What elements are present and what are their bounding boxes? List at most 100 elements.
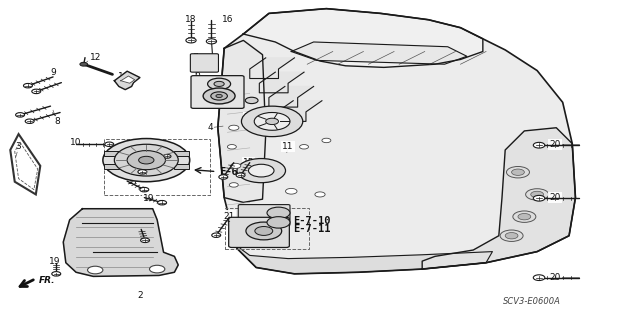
Polygon shape (422, 128, 575, 269)
Text: 6: 6 (195, 70, 200, 79)
Circle shape (315, 192, 325, 197)
FancyBboxPatch shape (238, 204, 290, 226)
Circle shape (203, 88, 235, 104)
Circle shape (105, 142, 114, 146)
Circle shape (214, 81, 224, 86)
Circle shape (15, 113, 24, 117)
Text: SCV3-E0600A: SCV3-E0600A (503, 297, 561, 306)
FancyBboxPatch shape (228, 217, 289, 248)
Circle shape (212, 233, 221, 237)
Circle shape (80, 62, 88, 66)
Text: 5: 5 (197, 85, 203, 94)
Circle shape (533, 142, 545, 148)
Text: 19: 19 (143, 223, 155, 232)
Circle shape (237, 159, 285, 183)
Circle shape (254, 113, 290, 130)
Polygon shape (218, 41, 266, 202)
Circle shape (103, 138, 189, 182)
Circle shape (300, 145, 308, 149)
Text: 14: 14 (147, 145, 158, 154)
Text: 20: 20 (549, 193, 561, 202)
Circle shape (505, 233, 518, 239)
Text: 1: 1 (118, 72, 124, 81)
Polygon shape (121, 76, 135, 83)
FancyBboxPatch shape (191, 76, 244, 108)
Bar (173, 151, 189, 156)
Circle shape (25, 119, 34, 123)
Circle shape (531, 191, 543, 197)
Circle shape (533, 275, 545, 280)
Circle shape (255, 226, 273, 235)
Circle shape (211, 92, 227, 100)
Text: 12: 12 (90, 53, 101, 62)
Circle shape (230, 163, 241, 168)
Text: 9: 9 (50, 68, 56, 77)
Circle shape (127, 151, 166, 170)
Circle shape (267, 207, 290, 219)
Circle shape (229, 183, 238, 187)
Text: E-7-11: E-7-11 (293, 224, 331, 234)
Text: 17: 17 (128, 177, 140, 186)
Bar (173, 164, 189, 169)
Circle shape (285, 189, 297, 194)
Bar (104, 139, 209, 195)
Circle shape (513, 211, 536, 222)
Circle shape (216, 94, 222, 98)
Circle shape (500, 230, 523, 241)
Circle shape (525, 189, 548, 200)
Circle shape (228, 125, 239, 130)
Circle shape (207, 78, 230, 90)
FancyBboxPatch shape (190, 54, 218, 72)
Circle shape (141, 238, 150, 242)
Circle shape (140, 187, 148, 192)
Circle shape (322, 138, 331, 143)
Circle shape (266, 118, 278, 124)
Circle shape (24, 84, 33, 88)
Circle shape (150, 265, 165, 273)
Text: 10: 10 (70, 138, 82, 147)
Polygon shape (115, 71, 140, 90)
Text: 19: 19 (143, 194, 155, 203)
Text: 11: 11 (282, 142, 294, 151)
Circle shape (533, 196, 545, 201)
Bar (104, 164, 119, 169)
Circle shape (227, 145, 236, 149)
Bar (225, 208, 308, 249)
Circle shape (32, 89, 41, 93)
Polygon shape (250, 58, 294, 78)
Text: 20: 20 (549, 272, 561, 281)
Polygon shape (259, 72, 304, 93)
Circle shape (248, 164, 274, 177)
Circle shape (511, 169, 524, 175)
Circle shape (138, 170, 147, 174)
Circle shape (236, 173, 245, 177)
Circle shape (115, 144, 178, 176)
Text: 17: 17 (128, 158, 140, 167)
Polygon shape (63, 209, 178, 276)
Text: 20: 20 (549, 140, 561, 149)
Text: 3: 3 (16, 142, 22, 151)
Circle shape (163, 154, 171, 158)
Polygon shape (277, 101, 322, 122)
Text: 2: 2 (137, 291, 143, 300)
Polygon shape (269, 86, 314, 107)
Circle shape (52, 271, 61, 276)
Circle shape (206, 39, 216, 44)
Circle shape (518, 213, 531, 220)
Text: E-6-10: E-6-10 (219, 167, 257, 177)
Text: 19: 19 (49, 257, 61, 266)
Text: 16: 16 (221, 15, 233, 24)
Text: 21: 21 (223, 211, 235, 220)
Circle shape (267, 217, 290, 228)
Polygon shape (243, 9, 483, 67)
Circle shape (139, 156, 154, 164)
Circle shape (157, 200, 166, 205)
Circle shape (245, 97, 258, 104)
Text: 15: 15 (243, 158, 254, 167)
Text: 8: 8 (54, 117, 60, 126)
Polygon shape (237, 249, 492, 274)
Text: 7: 7 (193, 53, 198, 62)
Bar (104, 151, 119, 156)
Circle shape (241, 106, 303, 137)
Text: 13: 13 (244, 113, 255, 122)
